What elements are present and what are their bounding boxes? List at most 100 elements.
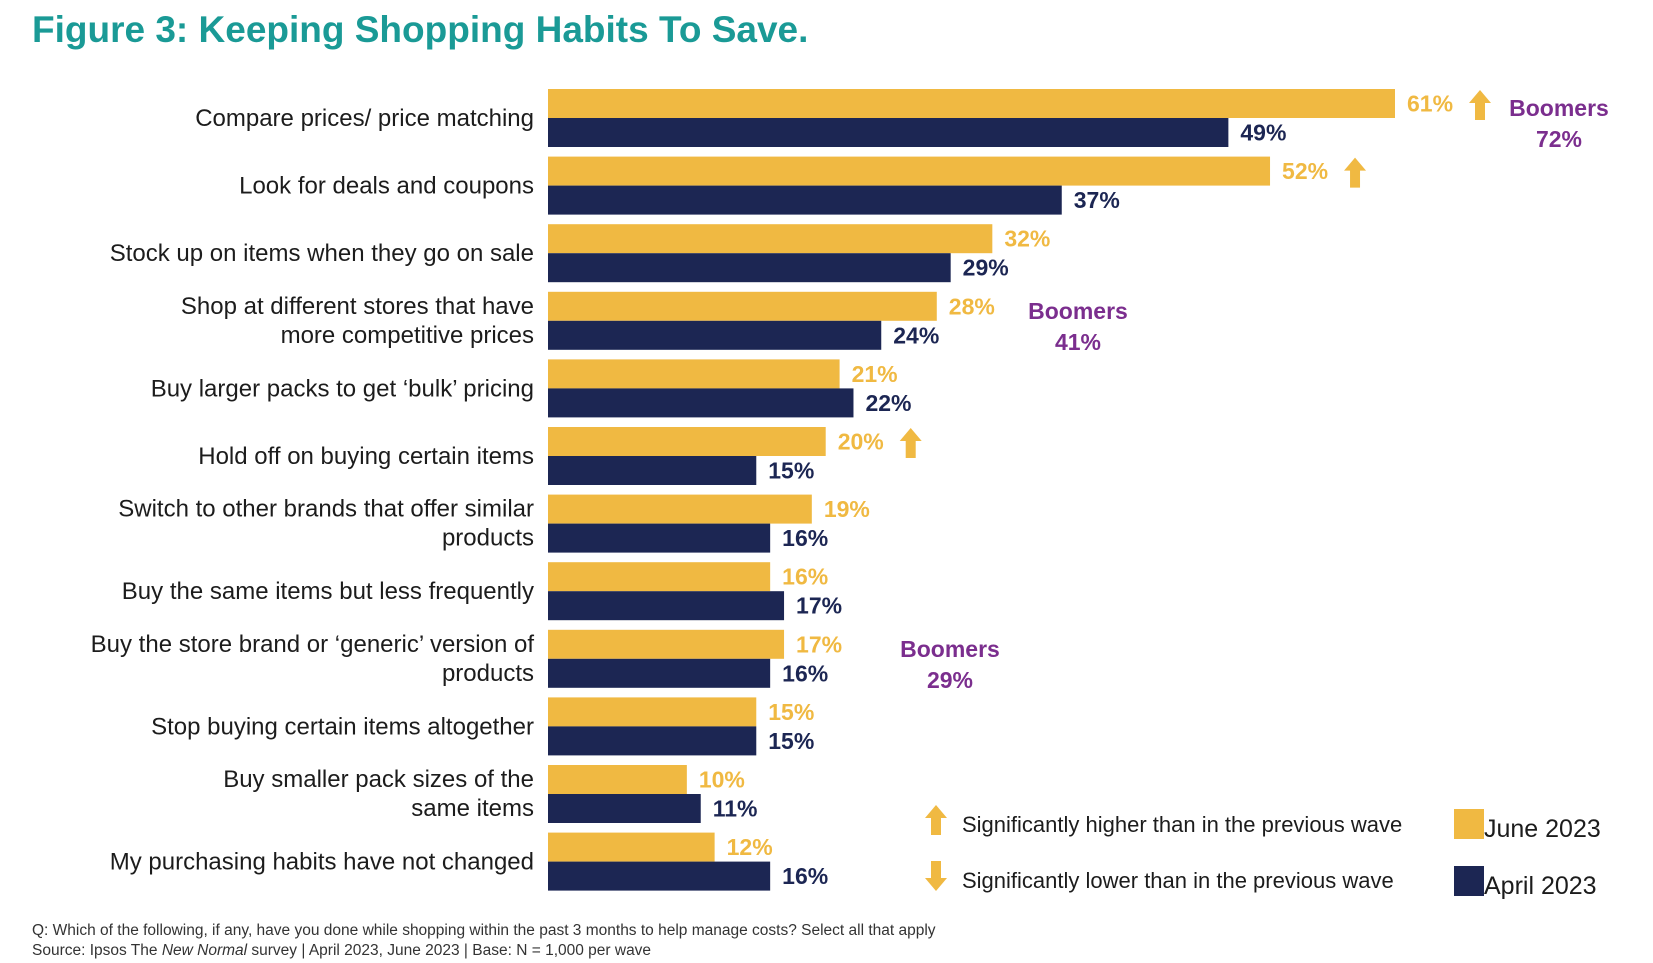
category-label: Stop buying certain items altogether: [151, 713, 534, 740]
sig-up-arrow-icon-shape: [1344, 157, 1367, 188]
category-label: Compare prices/ price matching: [195, 105, 534, 132]
value-label-june: 21%: [852, 361, 898, 387]
value-label-april: 22%: [865, 390, 911, 416]
category-label: Switch to other brands that offer simila…: [118, 496, 534, 552]
bar-june: [548, 832, 715, 862]
bar-april: [548, 658, 771, 688]
bar-june: [548, 89, 1395, 118]
sig-up-arrow-icon-shape: [1469, 90, 1491, 120]
boomers-label: Boomers: [1028, 298, 1128, 324]
bar-april: [548, 388, 854, 418]
bar-april: [548, 456, 757, 485]
legend-down-arrow-shape: [925, 861, 947, 891]
value-label-april: 49%: [1240, 120, 1286, 146]
value-label-june: 19%: [824, 496, 870, 522]
value-label-june: 32%: [1004, 226, 1050, 252]
category-row: Hold off on buying certain items 20% 15%: [198, 427, 922, 485]
value-label-june: 61%: [1407, 91, 1453, 117]
sig-up-arrow-icon: [1344, 157, 1367, 188]
bar-june: [548, 629, 785, 659]
boomers-value: 41%: [1055, 329, 1101, 355]
category-label-line: Shop at different stores that have: [181, 293, 534, 320]
category-label-line: Buy smaller pack sizes of the: [223, 766, 534, 793]
category-row: Buy larger packs to get ‘bulk’ pricing 21…: [151, 359, 912, 418]
value-label-june: 12%: [727, 834, 773, 860]
category-row: Stop buying certain items altogether 15% 1…: [151, 697, 814, 756]
bar-april: [548, 794, 701, 823]
category-row: Buy smaller pack sizes of the same items 1…: [223, 765, 758, 823]
value-label-june: 10%: [699, 767, 745, 793]
bar-june: [548, 494, 812, 524]
sig-up-arrow-icon: [1469, 90, 1491, 120]
legend-up-arrow: [925, 805, 947, 835]
category-label-line: products: [442, 660, 534, 687]
legend-lower-text: Significantly lower than in the previous…: [962, 868, 1394, 893]
category-label-line: products: [442, 525, 534, 552]
value-label-april: 11%: [713, 796, 758, 822]
legend-april-label: April 2023: [1484, 872, 1597, 900]
value-label-june: 16%: [782, 564, 828, 590]
value-label-april: 16%: [782, 525, 828, 551]
chart-title: Figure 3: Keeping Shopping Habits To Sav…: [32, 9, 808, 50]
value-label-april: 29%: [963, 255, 1009, 281]
legend-june-label: June 2023: [1484, 815, 1601, 843]
bar-april: [548, 253, 951, 283]
boomers-annotation: Boomers 72%: [1509, 95, 1609, 152]
sig-up-arrow-icon-shape: [899, 428, 922, 458]
boomers-annotation: Boomers 29%: [900, 636, 1000, 693]
value-label-april: 24%: [893, 322, 939, 348]
category-row: Buy the same items but less frequently 16…: [122, 562, 842, 621]
value-label-april: 16%: [782, 863, 828, 889]
arrow-down-icon: [925, 861, 947, 891]
category-row: Shop at different stores that have more c…: [181, 291, 995, 350]
category-row: My purchasing habits have not changed 12%…: [110, 832, 828, 891]
footnote-source-prefix: Source: Ipsos The: [32, 942, 162, 959]
legend-up-arrow-shape: [925, 805, 947, 835]
category-row: Switch to other brands that offer simila…: [118, 494, 870, 553]
category-label: Shop at different stores that have more c…: [181, 293, 534, 349]
bar-june: [548, 562, 771, 592]
sig-up-arrow-icon: [899, 428, 922, 458]
category-label-line: more competitive prices: [281, 322, 534, 349]
bar-june: [548, 765, 687, 794]
footnote-question: Q: Which of the following, if any, have …: [32, 922, 936, 939]
value-label-april: 15%: [768, 458, 814, 484]
legend-down-arrow: [925, 861, 947, 891]
category-row: Buy the store brand or ‘generic’ version…: [91, 629, 842, 688]
legend: Significantly higher than in the previou…: [925, 805, 1601, 900]
bar-june: [548, 291, 937, 321]
bar-april: [548, 185, 1062, 215]
value-label-june: 20%: [838, 429, 884, 455]
category-label-line: same items: [411, 795, 534, 822]
bar-april: [548, 861, 771, 891]
footnote-source-italic: New Normal: [162, 942, 248, 959]
value-label-june: 15%: [768, 699, 814, 725]
legend-april-swatch: [1454, 866, 1484, 896]
value-label-june: 28%: [949, 293, 995, 319]
boomers-value: 72%: [1536, 126, 1582, 152]
boomers-label: Boomers: [900, 636, 1000, 662]
category-label-line: Buy the store brand or ‘generic’ version…: [91, 631, 535, 658]
bar-april: [548, 320, 882, 350]
value-label-april: 37%: [1074, 187, 1120, 213]
bar-april: [548, 118, 1229, 147]
value-label-june: 52%: [1282, 158, 1328, 184]
category-row: Stock up on items when they go on sale 32…: [110, 224, 1050, 283]
bar-june: [548, 427, 826, 456]
bars-layer: Compare prices/ price matching 61% 49% Look…: [91, 89, 1609, 891]
category-label: Buy the store brand or ‘generic’ version…: [91, 631, 535, 687]
boomers-label: Boomers: [1509, 95, 1609, 121]
category-row: Compare prices/ price matching 61% 49%: [195, 89, 1491, 147]
category-label: Buy the same items but less frequently: [122, 578, 534, 605]
category-label: Look for deals and coupons: [239, 173, 534, 200]
category-row: Look for deals and coupons 52% 37%: [239, 156, 1367, 215]
category-label: Stock up on items when they go on sale: [110, 240, 534, 267]
bar-april: [548, 591, 785, 621]
category-label-line: Switch to other brands that offer simila…: [118, 496, 534, 523]
value-label-april: 16%: [782, 660, 828, 686]
bar-june: [548, 224, 993, 254]
footnote-source-suffix: survey | April 2023, June 2023 | Base: N…: [247, 942, 651, 959]
category-label: Hold off on buying certain items: [198, 443, 534, 470]
bar-june: [548, 359, 840, 389]
category-label: Buy smaller pack sizes of the same items: [223, 766, 534, 822]
